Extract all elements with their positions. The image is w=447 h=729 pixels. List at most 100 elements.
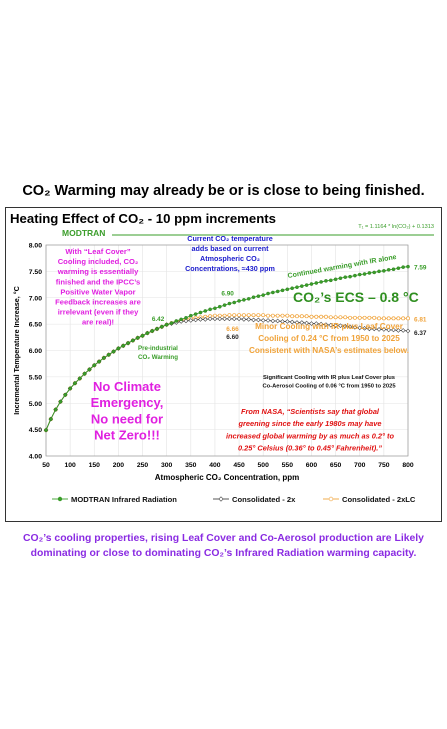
current-co2-note: Current CO₂ temperature adds based on cur… (185, 234, 275, 273)
data-point (328, 322, 334, 328)
data-point (256, 294, 261, 298)
ecs-label: CO₂’s ECS – 0.8 °C (293, 289, 419, 305)
x-tick-label: 200 (113, 462, 125, 469)
data-point (367, 271, 372, 275)
y-tick-label: 7.50 (29, 269, 42, 276)
data-point (371, 326, 377, 332)
data-point (160, 324, 164, 329)
data-labels: 6.42 6.90 6.666.60 7.59 6.81 6.37 (152, 265, 427, 341)
leaf-cover-note-line: finished and the IPCC’s (56, 277, 141, 286)
x-tick-label: 550 (282, 462, 294, 469)
data-point (367, 315, 372, 320)
x-tick-label: 450 (233, 462, 245, 469)
preindustrial-label: Pre-industrial CO₂ Warming (138, 345, 178, 361)
caption-line-2: dominating or close to dominating CO₂’s … (30, 548, 417, 559)
data-point (188, 313, 193, 318)
data-point (183, 318, 189, 324)
preindustrial-label-line: Pre-industrial (138, 345, 178, 352)
data-point (400, 328, 406, 333)
y-tick-label: 5.00 (29, 401, 42, 408)
data-point (401, 316, 406, 321)
data-point (208, 307, 212, 312)
data-point (347, 324, 353, 330)
data-point (333, 315, 338, 320)
data-point (295, 314, 299, 319)
leaf-cover-note-line: Positive Water Vapor (60, 287, 135, 296)
y-tick-label: 6.50 (29, 322, 42, 329)
data-label: 6.66 (226, 326, 239, 333)
data-point (381, 316, 386, 321)
data-point (145, 331, 150, 335)
y-tick-label: 4.50 (29, 427, 42, 434)
data-point (246, 297, 251, 301)
data-point (362, 315, 367, 320)
data-point (362, 326, 367, 331)
minor-cooling-note-line: Cooling of 0.24 °C from 1950 to 2025 (258, 334, 400, 343)
data-point (213, 306, 217, 311)
data-point (386, 267, 391, 272)
data-point (285, 287, 290, 292)
data-point (203, 309, 208, 313)
data-point (314, 314, 319, 319)
x-tick-label: 100 (64, 462, 76, 469)
data-point (319, 314, 324, 319)
data-point (256, 317, 261, 323)
x-tick-label: 150 (89, 462, 101, 469)
nasa-note-line: greening since the early 1980s may have (238, 419, 382, 428)
data-point (338, 276, 343, 281)
data-point (333, 323, 338, 329)
current-co2-note-line: Concentrations, ≈430 ppm (185, 264, 275, 273)
data-point (261, 313, 266, 318)
data-point (357, 325, 363, 331)
chart-legend: MODTRAN Infrared Radiation Consolidated -… (52, 495, 416, 504)
continued-warming-label: Continued warming with IR alone (287, 254, 397, 280)
data-point (178, 319, 184, 324)
x-tick-label: 400 (209, 462, 221, 469)
x-tick-label: 800 (402, 462, 414, 469)
data-point (82, 371, 87, 376)
data-point (251, 317, 256, 323)
x-tick-label: 700 (354, 462, 366, 469)
data-point (405, 328, 411, 334)
data-point (352, 324, 358, 330)
data-point (222, 316, 227, 322)
x-tick-label: 250 (137, 462, 149, 469)
legend-swatch-marker (218, 496, 224, 502)
x-tick-label: 600 (306, 462, 318, 469)
data-point (323, 314, 328, 319)
data-point (396, 316, 401, 321)
current-co2-note-line: Atmospheric CO₂ (200, 254, 260, 263)
data-point (251, 295, 256, 300)
plot-area (45, 244, 409, 457)
data-point (174, 319, 179, 323)
leaf-cover-note-line: are real)! (82, 318, 114, 327)
data-point (63, 393, 68, 397)
legend-swatch-marker (57, 496, 63, 502)
data-point (314, 281, 319, 285)
data-point (323, 322, 329, 327)
chart-series (43, 264, 411, 433)
data-point (198, 310, 203, 315)
leaf-cover-note-line: Cooling included, CO₂ (58, 257, 139, 266)
data-point (391, 316, 396, 321)
data-point (193, 312, 198, 316)
data-point (338, 315, 343, 320)
data-point (202, 317, 208, 322)
data-point (309, 314, 314, 319)
data-point (217, 316, 223, 322)
data-point (406, 316, 410, 321)
data-point (49, 417, 53, 421)
data-point (222, 303, 227, 307)
nasa-note: From NASA, “Scientists say that global gr… (226, 407, 395, 453)
data-point (68, 386, 72, 391)
data-point (140, 333, 145, 338)
data-point (270, 318, 276, 324)
data-point (188, 318, 194, 323)
modtran-tag: MODTRAN (62, 228, 105, 238)
x-tick-label: 350 (185, 462, 197, 469)
series-line (45, 266, 409, 431)
y-axis-label: Incremental Temperature Increase, °C (12, 286, 21, 415)
data-point (53, 407, 58, 412)
data-point (285, 319, 290, 324)
data-point (251, 313, 256, 318)
